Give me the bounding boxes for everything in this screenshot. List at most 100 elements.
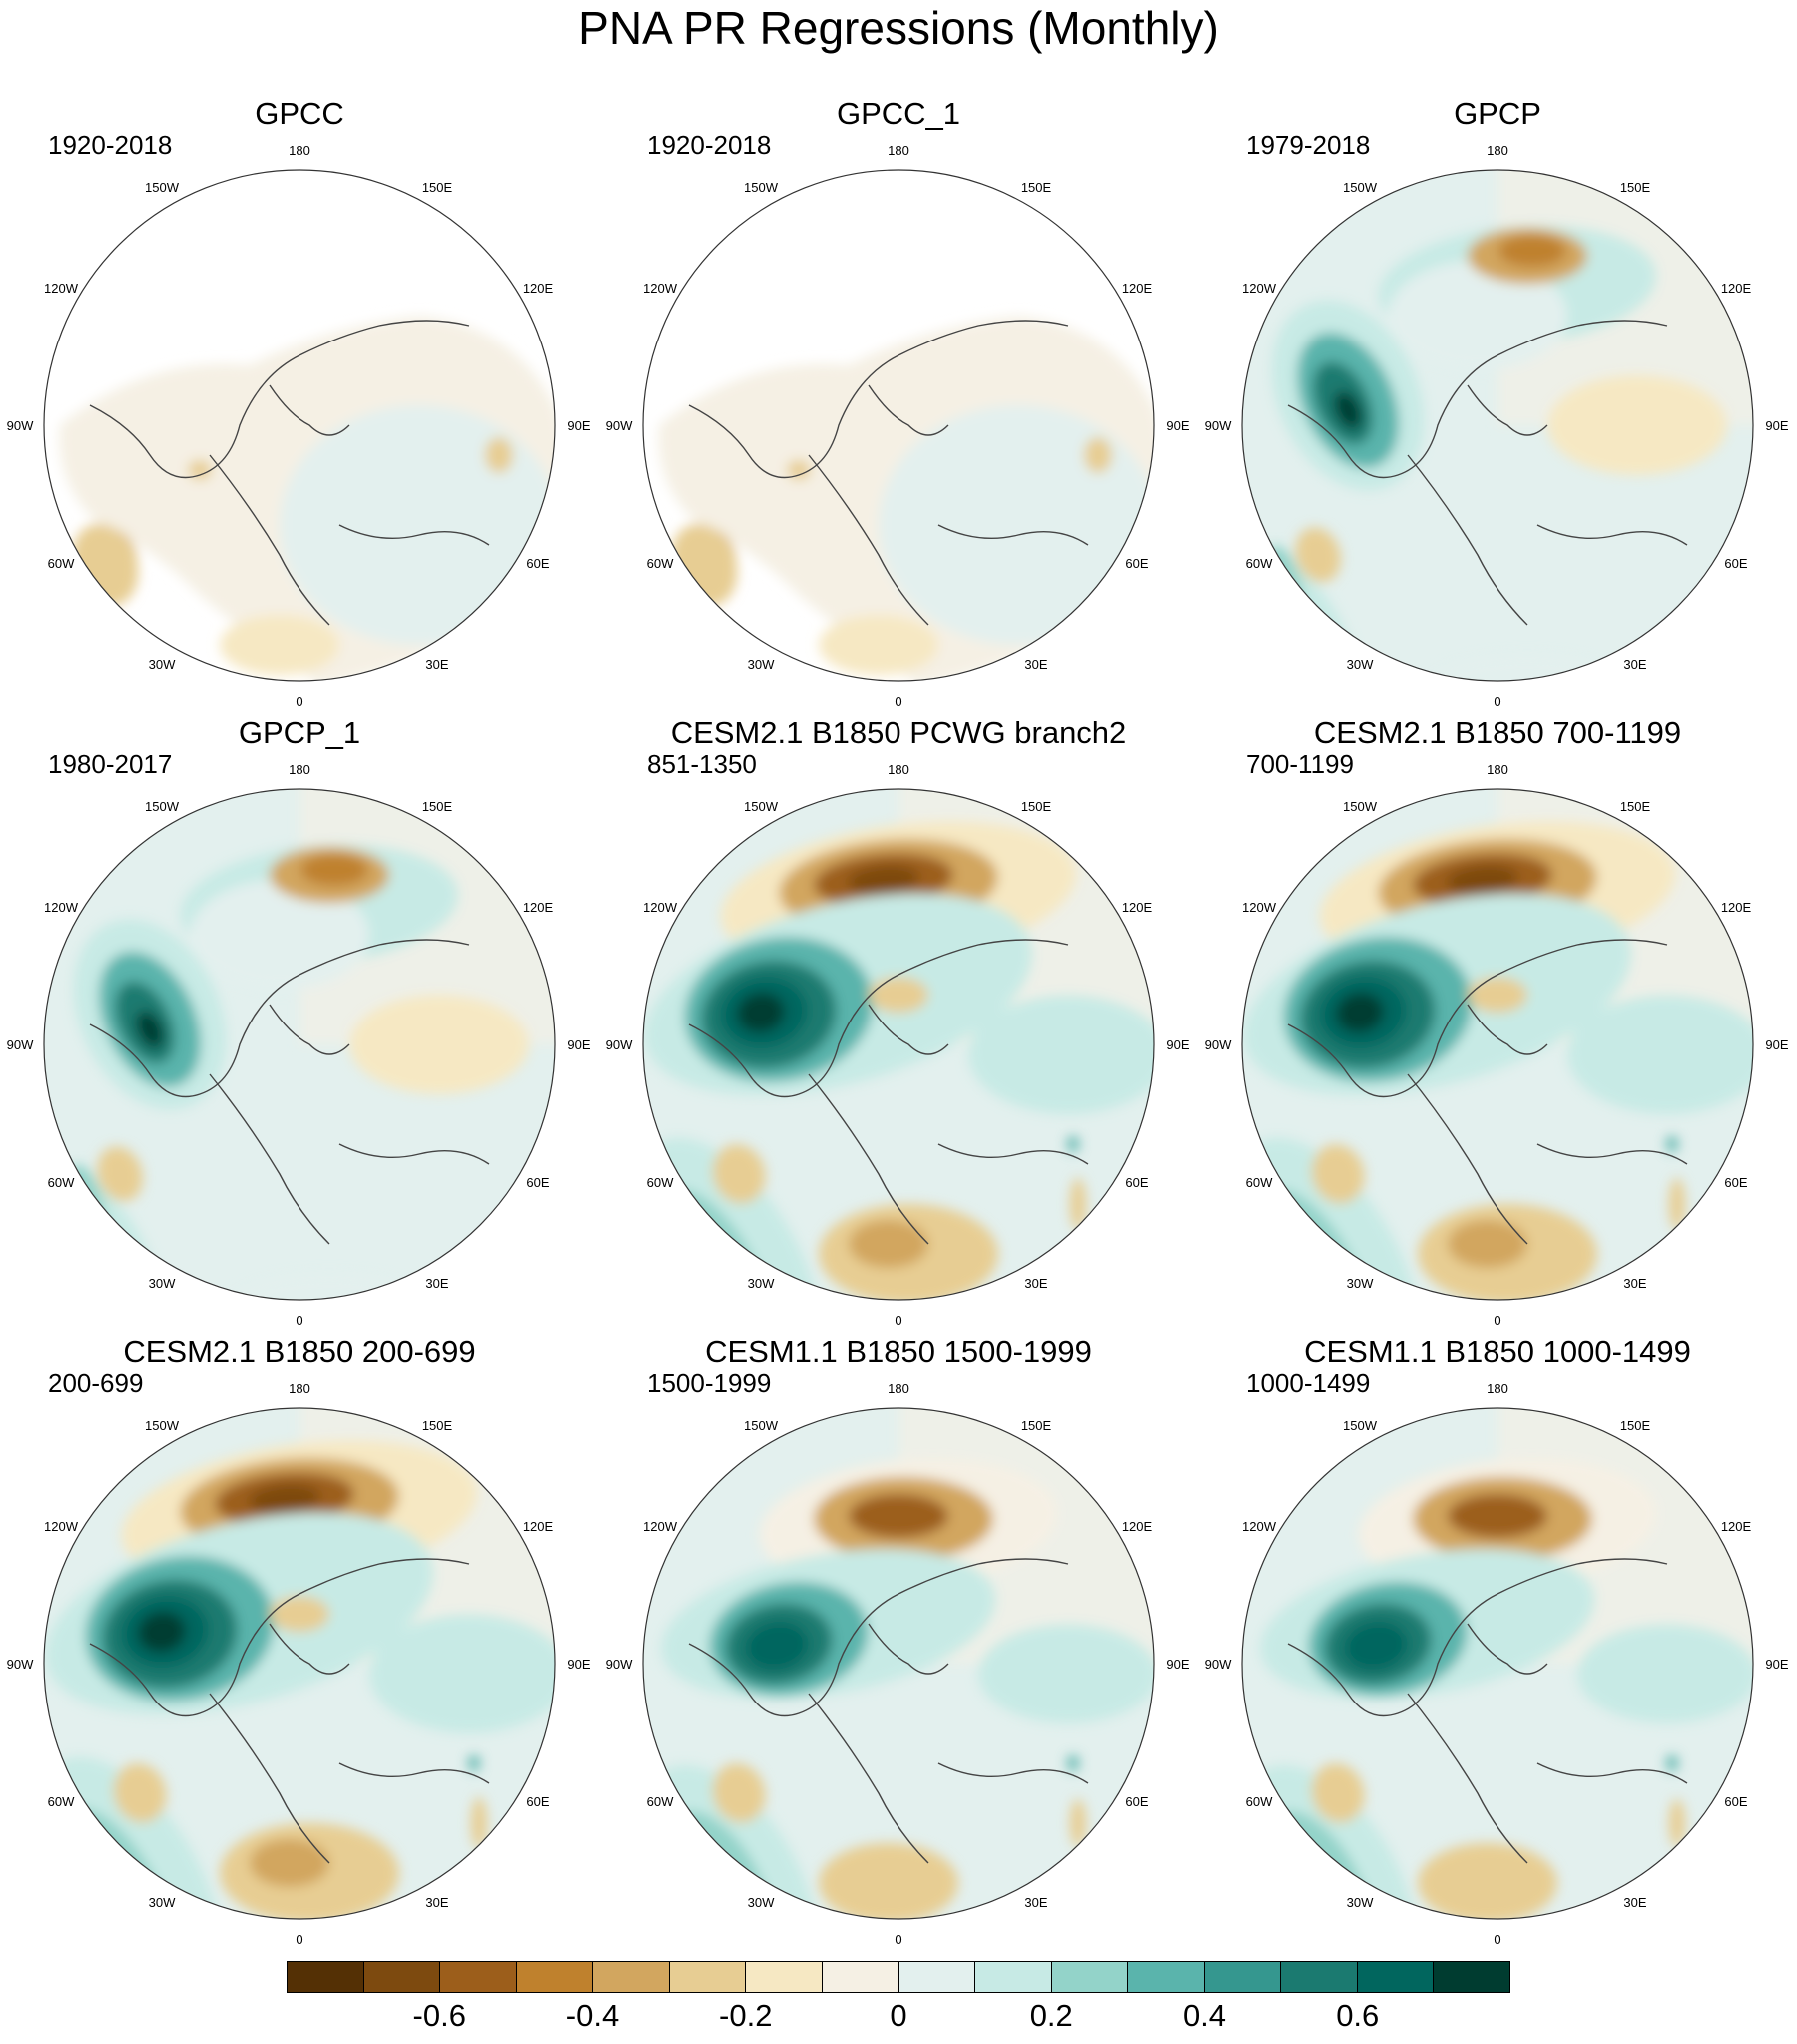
longitude-label: 150E xyxy=(422,1418,453,1433)
longitude-label: 30E xyxy=(1024,1276,1047,1291)
colorbar-tick-label: -0.6 xyxy=(412,1998,466,2033)
longitude-label: 150W xyxy=(744,180,779,195)
precip-anomaly-contour xyxy=(113,1763,167,1823)
longitude-label: 90W xyxy=(1205,418,1232,433)
colorbar-swatch xyxy=(975,1962,1052,1992)
longitude-label: 30W xyxy=(149,1276,176,1291)
longitude-label: 150E xyxy=(1021,180,1052,195)
coastlines xyxy=(688,320,1089,626)
precip-anomaly-contour xyxy=(1448,1494,1547,1538)
precip-anomaly-contour xyxy=(1336,992,1384,1033)
longitude-label: 180 xyxy=(1487,143,1508,158)
longitude-label: 150E xyxy=(1620,1418,1651,1433)
precip-anomaly-contour xyxy=(737,992,785,1033)
precip-anomaly-contour xyxy=(1388,261,1567,370)
panel-title: CESM1.1 B1850 1000-1499 xyxy=(1304,1334,1691,1369)
coastlines xyxy=(688,1558,1089,1864)
map-border xyxy=(43,788,556,1301)
longitude-label: 60W xyxy=(48,1175,75,1190)
longitude-label: 30E xyxy=(1024,1895,1047,1910)
longitude-label: 30E xyxy=(425,1276,448,1291)
figure-title: PNA PR Regressions (Monthly) xyxy=(578,2,1219,54)
longitude-label: 120E xyxy=(1721,281,1752,296)
precip-anomaly-contour xyxy=(220,615,339,675)
precip-anomaly-contour xyxy=(485,437,513,473)
colorbar-tick-label: 0.2 xyxy=(1029,1998,1073,2033)
colorbar-tick-label: 0.6 xyxy=(1336,1998,1380,2033)
coastlines xyxy=(89,939,490,1245)
polar-stereographic-map: 180 150E 120E 90E 60E 30E 0 30W 60W 90W 120W 150W xyxy=(606,143,1190,709)
longitude-label: 180 xyxy=(888,143,909,158)
longitude-label: 90E xyxy=(1765,1657,1788,1672)
longitude-label: 180 xyxy=(289,762,310,777)
longitude-label: 90W xyxy=(7,418,34,433)
longitude-label: 90W xyxy=(606,418,633,433)
precip-anomaly-contour xyxy=(819,1843,958,1919)
longitude-label: 150W xyxy=(145,799,180,814)
colorbar-tick-label: 0 xyxy=(890,1998,907,2033)
precip-anomaly-contour xyxy=(1344,1621,1408,1671)
longitude-label: 0 xyxy=(1494,694,1500,709)
coastlines xyxy=(89,1558,490,1864)
precip-anomaly-contour xyxy=(1577,1624,1753,1723)
longitude-label: 0 xyxy=(296,694,302,709)
panel-title: GPCP xyxy=(1454,96,1541,131)
longitude-label: 90E xyxy=(1765,1037,1788,1052)
longitude-label: 90W xyxy=(7,1037,34,1052)
colorbar-swatch xyxy=(288,1962,364,1992)
longitude-label: 120W xyxy=(643,1519,678,1534)
longitude-label: 120W xyxy=(44,1519,79,1534)
longitude-label: 120W xyxy=(44,900,79,915)
longitude-label: 0 xyxy=(1494,1313,1500,1328)
precip-anomaly-contour xyxy=(1334,391,1362,429)
longitude-label: 30W xyxy=(1347,657,1374,672)
precip-anomaly-contour xyxy=(712,1144,766,1204)
longitude-label: 30E xyxy=(1623,657,1646,672)
map-panel: GPCP 1979-2018 180 150E 120E 90E 60E 30E 0 30W 60W… xyxy=(1198,96,1797,715)
longitude-label: 150W xyxy=(145,180,180,195)
longitude-label: 60E xyxy=(1724,1175,1747,1190)
longitude-label: 30W xyxy=(748,1276,775,1291)
map-panel: GPCC 1920-2018 180 150E 120E 90E 60E 30E 0 30W 60W… xyxy=(0,96,599,715)
precip-anomaly-contour xyxy=(1295,527,1341,583)
longitude-label: 90E xyxy=(1765,418,1788,433)
colorbar-swatch xyxy=(746,1962,823,1992)
longitude-label: 90W xyxy=(606,1037,633,1052)
longitude-label: 90W xyxy=(1205,1037,1232,1052)
precip-anomaly-contour xyxy=(280,405,555,645)
polar-stereographic-map: 180 150E 120E 90E 60E 30E 0 30W 60W 90W 120W 150W xyxy=(1205,1381,1789,1947)
longitude-label: 180 xyxy=(888,762,909,777)
longitude-label: 90E xyxy=(1166,1037,1189,1052)
map-panel: CESM2.1 B1850 700-1199 700-1199 180 150E 120… xyxy=(1198,715,1797,1334)
precip-anomaly-contour xyxy=(1447,865,1518,895)
colorbar-swatch xyxy=(1128,1962,1205,1992)
panel-years: 851-1350 xyxy=(647,749,757,779)
longitude-label: 180 xyxy=(1487,1381,1508,1396)
polar-stereographic-map: 180 150E 120E 90E 60E 30E 0 30W 60W 90W 120W 150W xyxy=(1205,762,1789,1328)
longitude-label: 60W xyxy=(1246,1794,1273,1809)
precip-anomaly-contour xyxy=(1311,1763,1365,1823)
precip-anomaly-contour xyxy=(1547,375,1727,475)
colorbar-swatch xyxy=(1434,1962,1509,1992)
colorbar-swatch xyxy=(1281,1962,1358,1992)
precip-anomaly-contour xyxy=(249,1484,320,1514)
longitude-label: 30E xyxy=(425,657,448,672)
longitude-label: 120W xyxy=(1242,281,1277,296)
longitude-label: 60W xyxy=(647,1175,674,1190)
colorbar-swatch xyxy=(440,1962,517,1992)
longitude-label: 30E xyxy=(425,1895,448,1910)
longitude-label: 60W xyxy=(48,556,75,571)
coastlines xyxy=(1287,320,1688,626)
map-border xyxy=(1241,788,1754,1301)
precip-anomaly-contour xyxy=(848,865,919,895)
map-border xyxy=(1241,169,1754,682)
longitude-label: 0 xyxy=(895,694,901,709)
precip-anomaly-contour xyxy=(1669,1178,1685,1230)
longitude-label: 60W xyxy=(48,1794,75,1809)
polar-stereographic-map: 180 150E 120E 90E 60E 30E 0 30W 60W 90W 120W 150W xyxy=(1205,143,1789,709)
precip-anomaly-contour xyxy=(968,995,1154,1114)
precip-anomaly-contour xyxy=(136,1011,164,1048)
longitude-label: 120W xyxy=(44,281,79,296)
precip-anomaly-contour xyxy=(190,880,369,990)
precip-anomaly-contour xyxy=(869,977,928,1013)
